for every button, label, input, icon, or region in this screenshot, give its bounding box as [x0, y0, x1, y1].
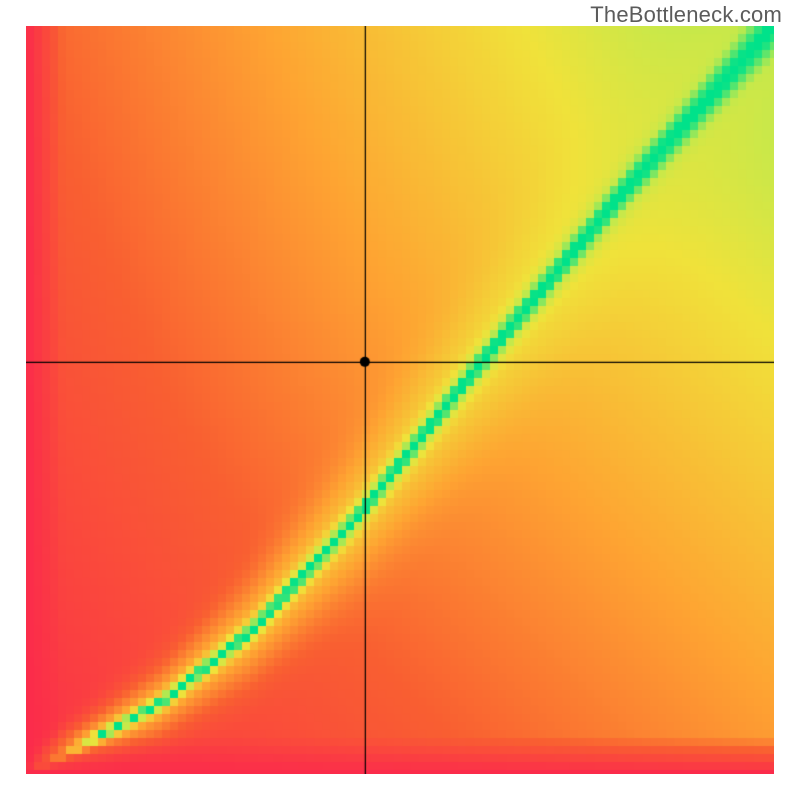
site-watermark: TheBottleneck.com: [590, 2, 782, 28]
bottleneck-heatmap: [26, 26, 774, 774]
plot-container: TheBottleneck.com: [0, 0, 800, 800]
